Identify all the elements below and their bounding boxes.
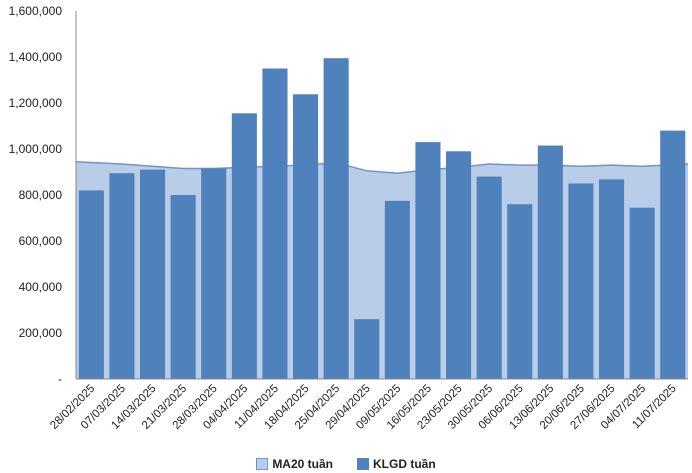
legend-item-klgd: KLGD tuần (357, 457, 436, 471)
y-tick-label: 600,000 (19, 234, 63, 248)
bar-27/06/2025 (599, 179, 625, 379)
y-tick-label: 800,000 (19, 188, 63, 202)
bar-09/05/2025 (384, 200, 410, 380)
bars-group (78, 58, 686, 380)
bar-11/04/2025 (262, 68, 288, 379)
bar-30/05/2025 (476, 176, 502, 379)
bar-04/07/2025 (629, 207, 655, 379)
legend-swatch-ma20 (256, 458, 269, 470)
bar-13/06/2025 (537, 145, 563, 379)
bar-20/06/2025 (568, 183, 594, 379)
y-tick-label: - (58, 372, 62, 386)
bar-25/04/2025 (323, 58, 349, 379)
bar-28/02/2025 (78, 190, 104, 379)
legend-label-ma20: MA20 tuần (272, 457, 333, 471)
bar-07/03/2025 (109, 173, 135, 379)
bar-04/04/2025 (231, 113, 257, 380)
x-axis-tick-labels: 28/02/202507/03/202514/03/202521/03/2025… (48, 383, 679, 432)
bar-11/07/2025 (660, 130, 686, 379)
bar-06/06/2025 (507, 204, 533, 379)
y-tick-label: 200,000 (19, 326, 63, 340)
bar-29/04/2025 (354, 319, 380, 379)
ma20-line (75, 160, 689, 174)
legend-swatch-klgd (357, 458, 369, 470)
y-tick-label: 400,000 (19, 280, 63, 294)
bar-28/03/2025 (201, 168, 227, 379)
y-tick-label: 1,200,000 (9, 96, 63, 110)
legend: MA20 tuần KLGD tuần (0, 455, 692, 473)
bar-21/03/2025 (170, 195, 196, 379)
y-tick-label: 1,000,000 (9, 142, 63, 156)
y-tick-label: 1,600,000 (9, 4, 63, 18)
bar-16/05/2025 (415, 142, 441, 379)
bar-14/03/2025 (140, 169, 166, 379)
y-axis-tick-labels: - 200,000 400,000 600,000 800,000 1,000,000 1,… (9, 4, 63, 386)
y-tick-label: 1,400,000 (9, 50, 63, 64)
ma20-area (76, 161, 688, 379)
legend-label-klgd: KLGD tuần (373, 457, 436, 471)
bar-18/04/2025 (293, 94, 319, 380)
bar-23/05/2025 (446, 151, 472, 379)
legend-item-ma20: MA20 tuần (256, 457, 333, 471)
